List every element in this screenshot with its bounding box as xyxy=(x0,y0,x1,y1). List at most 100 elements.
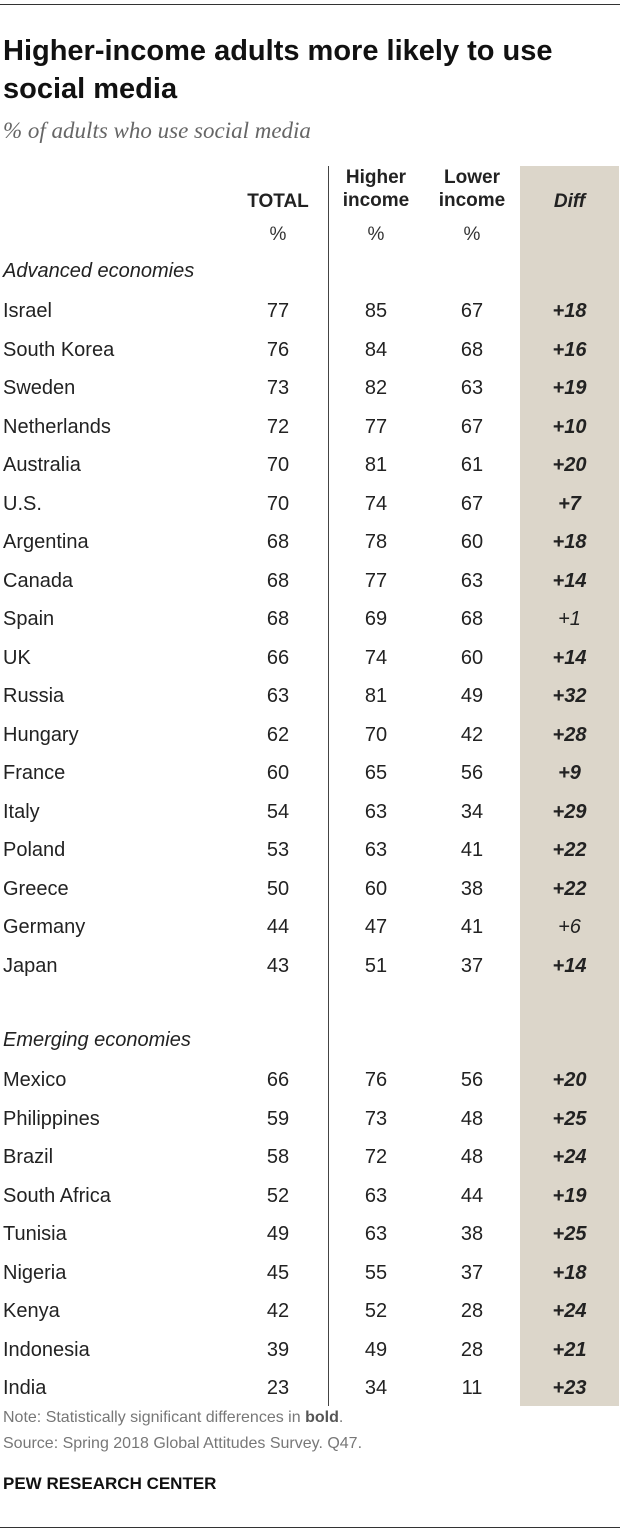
brand-logo-text: PEW RESEARCH CENTER xyxy=(3,1474,217,1493)
value-lower-income: 63 xyxy=(460,569,484,592)
value-lower-income: 37 xyxy=(460,1261,484,1284)
header-diff: Diff xyxy=(553,191,586,212)
value-total: 45 xyxy=(266,1261,290,1284)
value-diff: +7 xyxy=(558,492,581,515)
country-label: Nigeria xyxy=(3,1261,67,1284)
table-row: Israel 77 85 67 +18 xyxy=(0,298,620,336)
value-lower-income: 67 xyxy=(460,415,484,438)
value-diff: +25 xyxy=(552,1223,587,1245)
header-lower-line2: income xyxy=(438,190,506,211)
value-higher-income: 63 xyxy=(364,839,388,861)
value-lower-income: 68 xyxy=(460,338,484,361)
value-total: 72 xyxy=(266,415,290,438)
value-total: 59 xyxy=(266,1107,290,1130)
column-divider xyxy=(328,166,329,1406)
value-lower-income: 41 xyxy=(460,839,484,861)
section-advanced: Advanced economies xyxy=(3,260,195,282)
value-lower-income: 56 xyxy=(460,762,484,784)
value-lower-income: 44 xyxy=(460,1184,484,1207)
value-higher-income: 81 xyxy=(364,454,388,476)
value-total: 63 xyxy=(266,685,290,707)
value-diff: +18 xyxy=(552,1261,587,1284)
value-diff: +25 xyxy=(552,1107,587,1130)
table-row: Japan 43 51 37 +14 xyxy=(0,953,620,991)
value-higher-income: 51 xyxy=(364,954,388,977)
value-lower-income: 38 xyxy=(460,1223,484,1245)
value-diff: +23 xyxy=(552,1377,587,1399)
value-higher-income: 63 xyxy=(364,1223,388,1245)
note: Note: Statistically significant differen… xyxy=(3,1409,343,1427)
value-higher-income: 55 xyxy=(364,1261,388,1284)
note-text: Note: Statistically significant differen… xyxy=(3,1409,301,1426)
value-lower-income: 67 xyxy=(460,492,484,515)
country-label: Germany xyxy=(3,916,86,938)
value-diff: +14 xyxy=(552,569,587,592)
country-label: Tunisia xyxy=(3,1223,67,1245)
value-total: 58 xyxy=(266,1146,290,1168)
table-row: Netherlands 72 77 67 +10 xyxy=(0,414,620,452)
note-bold: bold xyxy=(305,1409,339,1426)
bottom-rule xyxy=(0,1527,620,1528)
top-rule xyxy=(0,4,620,5)
value-total: 68 xyxy=(266,608,290,630)
header-total: TOTAL xyxy=(247,191,309,212)
country-label: UK xyxy=(3,646,31,669)
value-lower-income: 42 xyxy=(460,723,484,746)
value-higher-income: 60 xyxy=(364,877,388,900)
value-lower-income: 34 xyxy=(460,800,484,823)
country-label: Netherlands xyxy=(3,415,111,438)
value-diff: +22 xyxy=(552,877,587,900)
value-lower-income: 48 xyxy=(460,1107,484,1130)
country-label: Hungary xyxy=(3,723,79,746)
value-lower-income: 56 xyxy=(460,1069,484,1091)
table-row: Mexico 66 76 56 +20 xyxy=(0,1067,620,1105)
table-row: Tunisia 49 63 38 +25 xyxy=(0,1221,620,1259)
value-lower-income: 49 xyxy=(460,685,484,707)
value-diff: +1 xyxy=(558,608,581,630)
value-diff: +10 xyxy=(552,415,587,438)
table-row: India 23 34 11 +23 xyxy=(0,1375,620,1413)
table-row: Germany 44 47 41 +6 xyxy=(0,914,620,952)
country-label: Spain xyxy=(3,608,55,630)
country-label: Italy xyxy=(3,800,40,823)
value-higher-income: 82 xyxy=(364,377,388,399)
value-total: 39 xyxy=(266,1338,290,1361)
table-row: UK 66 74 60 +14 xyxy=(0,645,620,683)
table-row: Indonesia 39 49 28 +21 xyxy=(0,1337,620,1375)
value-total: 70 xyxy=(266,492,290,515)
value-higher-income: 34 xyxy=(364,1377,388,1399)
value-total: 60 xyxy=(266,762,290,784)
header-higher-income: Higher income xyxy=(326,166,426,212)
table-row: Spain 68 69 68 +1 xyxy=(0,606,620,644)
header-higher-line2: income xyxy=(342,190,410,211)
table-row: Italy 54 63 34 +29 xyxy=(0,799,620,837)
value-total: 44 xyxy=(266,916,290,938)
value-total: 50 xyxy=(266,877,290,900)
value-diff: +29 xyxy=(552,800,587,823)
value-diff: +20 xyxy=(552,454,587,476)
value-higher-income: 49 xyxy=(364,1338,388,1361)
value-total: 70 xyxy=(266,454,290,476)
value-total: 66 xyxy=(266,646,290,669)
value-lower-income: 60 xyxy=(460,646,484,669)
country-label: Brazil xyxy=(3,1146,54,1168)
country-label: Greece xyxy=(3,877,69,900)
table-row: South Korea 76 84 68 +16 xyxy=(0,337,620,375)
value-total: 53 xyxy=(266,839,290,861)
value-higher-income: 70 xyxy=(364,723,388,746)
value-diff: +16 xyxy=(552,338,587,361)
source: Source: Spring 2018 Global Attitudes Sur… xyxy=(3,1435,363,1452)
country-label: Sweden xyxy=(3,377,76,399)
unit-higher: % xyxy=(367,224,385,245)
unit-total: % xyxy=(269,224,287,245)
value-total: 23 xyxy=(266,1377,290,1399)
header-higher-line1: Higher xyxy=(345,167,407,188)
value-total: 73 xyxy=(266,377,290,399)
value-higher-income: 72 xyxy=(364,1146,388,1168)
value-higher-income: 65 xyxy=(364,762,388,784)
country-label: Argentina xyxy=(3,531,89,553)
value-total: 68 xyxy=(266,531,290,553)
value-higher-income: 77 xyxy=(364,415,388,438)
value-higher-income: 76 xyxy=(364,1069,388,1091)
value-higher-income: 63 xyxy=(364,800,388,823)
